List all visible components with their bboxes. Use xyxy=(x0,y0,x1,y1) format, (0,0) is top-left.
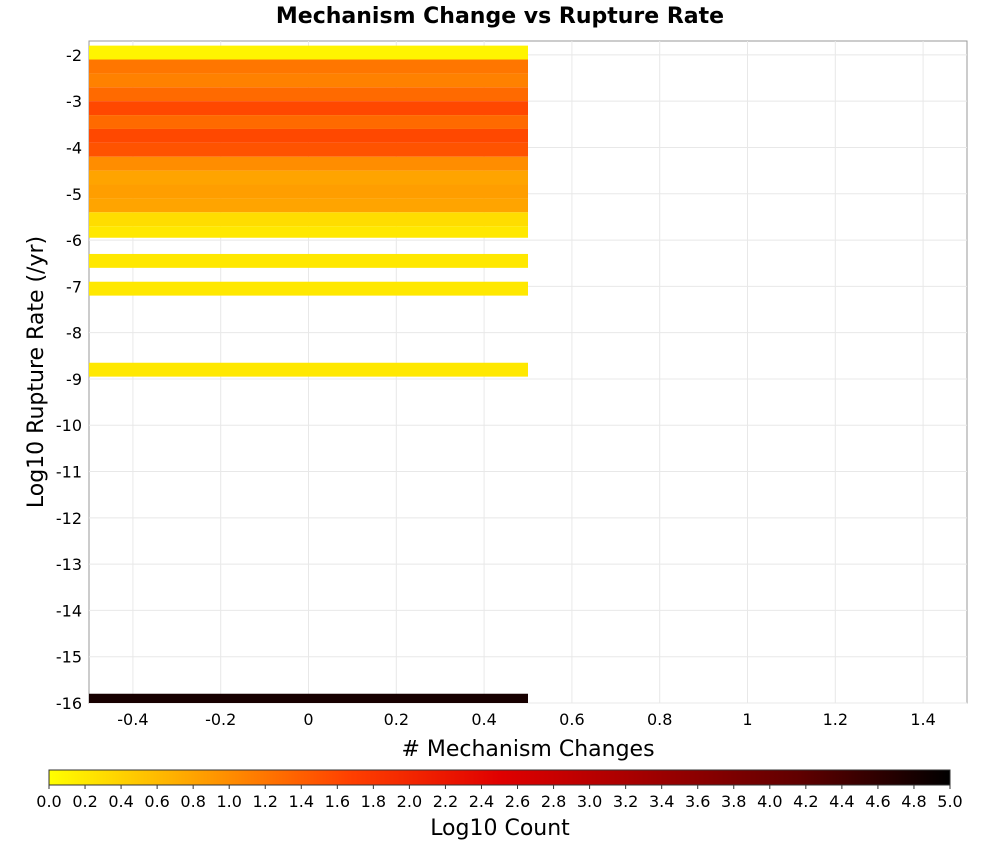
colorbar-tick-label: 2.6 xyxy=(505,792,530,811)
heatmap-cell xyxy=(89,73,528,88)
heatmap-cell xyxy=(89,142,528,157)
x-tick-label: 0.6 xyxy=(559,710,584,729)
heatmap-cell xyxy=(89,101,528,116)
x-tick-label: 0.8 xyxy=(647,710,672,729)
colorbar-tick-label: 4.6 xyxy=(865,792,890,811)
y-tick-label: -3 xyxy=(66,92,82,111)
heatmap-cell xyxy=(89,362,528,377)
x-tick-label: 1.2 xyxy=(823,710,848,729)
heatmap-cell xyxy=(89,693,528,703)
y-tick-label: -15 xyxy=(56,648,82,667)
colorbar-tick-label: 3.2 xyxy=(613,792,638,811)
y-tick-label: -16 xyxy=(56,694,82,713)
colorbar-tick-label: 3.4 xyxy=(649,792,674,811)
colorbar-tick-label: 1.4 xyxy=(289,792,314,811)
x-tick-label: 0.2 xyxy=(384,710,409,729)
heatmap-cell xyxy=(89,170,528,185)
y-tick-label: -7 xyxy=(66,277,82,296)
y-tick-label: -8 xyxy=(66,324,82,343)
colorbar-tick-label: 1.0 xyxy=(216,792,241,811)
colorbar-tick-label: 4.4 xyxy=(829,792,854,811)
colorbar-tick-label: 1.2 xyxy=(253,792,278,811)
colorbar-tick-label: 0.6 xyxy=(144,792,169,811)
colorbar: 0.0 0.2 0.4 0.6 0.8 1.0 1.2 1.4 1.6 1.8 2.0 2.2 2.4 2… xyxy=(36,769,963,841)
heatmap-cell xyxy=(89,212,528,227)
colorbar-tick-label: 2.0 xyxy=(397,792,422,811)
x-axis-label: # Mechanism Changes xyxy=(401,737,654,762)
heatmap-cell xyxy=(89,128,528,143)
y-tick-label: -2 xyxy=(66,46,82,65)
colorbar-tick-label: 2.2 xyxy=(433,792,458,811)
x-axis-ticks: -0.4 -0.2 0 0.2 0.4 0.6 0.8 1 1.2 1.4 xyxy=(117,710,936,729)
y-tick-label: -12 xyxy=(56,509,82,528)
y-tick-label: -9 xyxy=(66,370,82,389)
colorbar-tick-label: 0.2 xyxy=(72,792,97,811)
heatmap-cell xyxy=(89,59,528,74)
heatmap-cell xyxy=(89,45,528,60)
x-tick-label: 1 xyxy=(742,710,752,729)
x-tick-label: 1.4 xyxy=(910,710,935,729)
colorbar-tick-label: 1.8 xyxy=(361,792,386,811)
heatmap-cell xyxy=(89,281,528,296)
plot-area xyxy=(88,40,968,704)
colorbar-tick-label: 2.4 xyxy=(469,792,494,811)
y-tick-label: -5 xyxy=(66,185,82,204)
colorbar-tick-label: 2.8 xyxy=(541,792,566,811)
y-tick-label: -10 xyxy=(56,416,82,435)
chart-title: Mechanism Change vs Rupture Rate xyxy=(276,4,724,29)
colorbar-gradient xyxy=(48,769,951,786)
colorbar-label: Log10 Count xyxy=(430,816,570,841)
heatmap-cell xyxy=(89,253,528,268)
x-tick-label: -0.4 xyxy=(117,710,148,729)
colorbar-tick-label: 4.2 xyxy=(793,792,818,811)
colorbar-tick-label: 4.0 xyxy=(757,792,782,811)
colorbar-tick-label: 0.8 xyxy=(180,792,205,811)
heatmap-cells xyxy=(89,45,528,703)
colorbar-tick-label: 4.8 xyxy=(901,792,926,811)
colorbar-tick-label: 3.6 xyxy=(685,792,710,811)
heatmap-cell xyxy=(89,156,528,171)
x-tick-label: 0 xyxy=(303,710,313,729)
y-tick-label: -11 xyxy=(56,463,82,482)
heatmap-cell xyxy=(89,115,528,129)
colorbar-tick-label: 3.8 xyxy=(721,792,746,811)
y-tick-label: -4 xyxy=(66,138,82,157)
colorbar-tick-label: 1.6 xyxy=(325,792,350,811)
colorbar-tick-label: 0.0 xyxy=(36,792,61,811)
heatmap-cell xyxy=(89,184,528,199)
heatmap-cell xyxy=(89,198,528,213)
colorbar-ticks: 0.0 0.2 0.4 0.6 0.8 1.0 1.2 1.4 1.6 1.8 2.0 2.2 2.4 2… xyxy=(36,785,963,811)
heatmap-cell xyxy=(89,226,528,238)
y-tick-label: -13 xyxy=(56,555,82,574)
y-axis-ticks: -2 -3 -4 -5 -6 -7 -8 -9 -10 -11 -12 -13 -14 -15 -16 xyxy=(56,46,82,713)
y-tick-label: -6 xyxy=(66,231,82,250)
x-tick-label: 0.4 xyxy=(471,710,496,729)
y-tick-label: -14 xyxy=(56,601,82,620)
colorbar-tick-label: 0.4 xyxy=(108,792,133,811)
colorbar-tick-label: 3.0 xyxy=(577,792,602,811)
heatmap-cell xyxy=(89,87,528,102)
colorbar-tick-label: 5.0 xyxy=(937,792,962,811)
y-axis-label: Log10 Rupture Rate (/yr) xyxy=(24,236,49,508)
x-tick-label: -0.2 xyxy=(205,710,236,729)
